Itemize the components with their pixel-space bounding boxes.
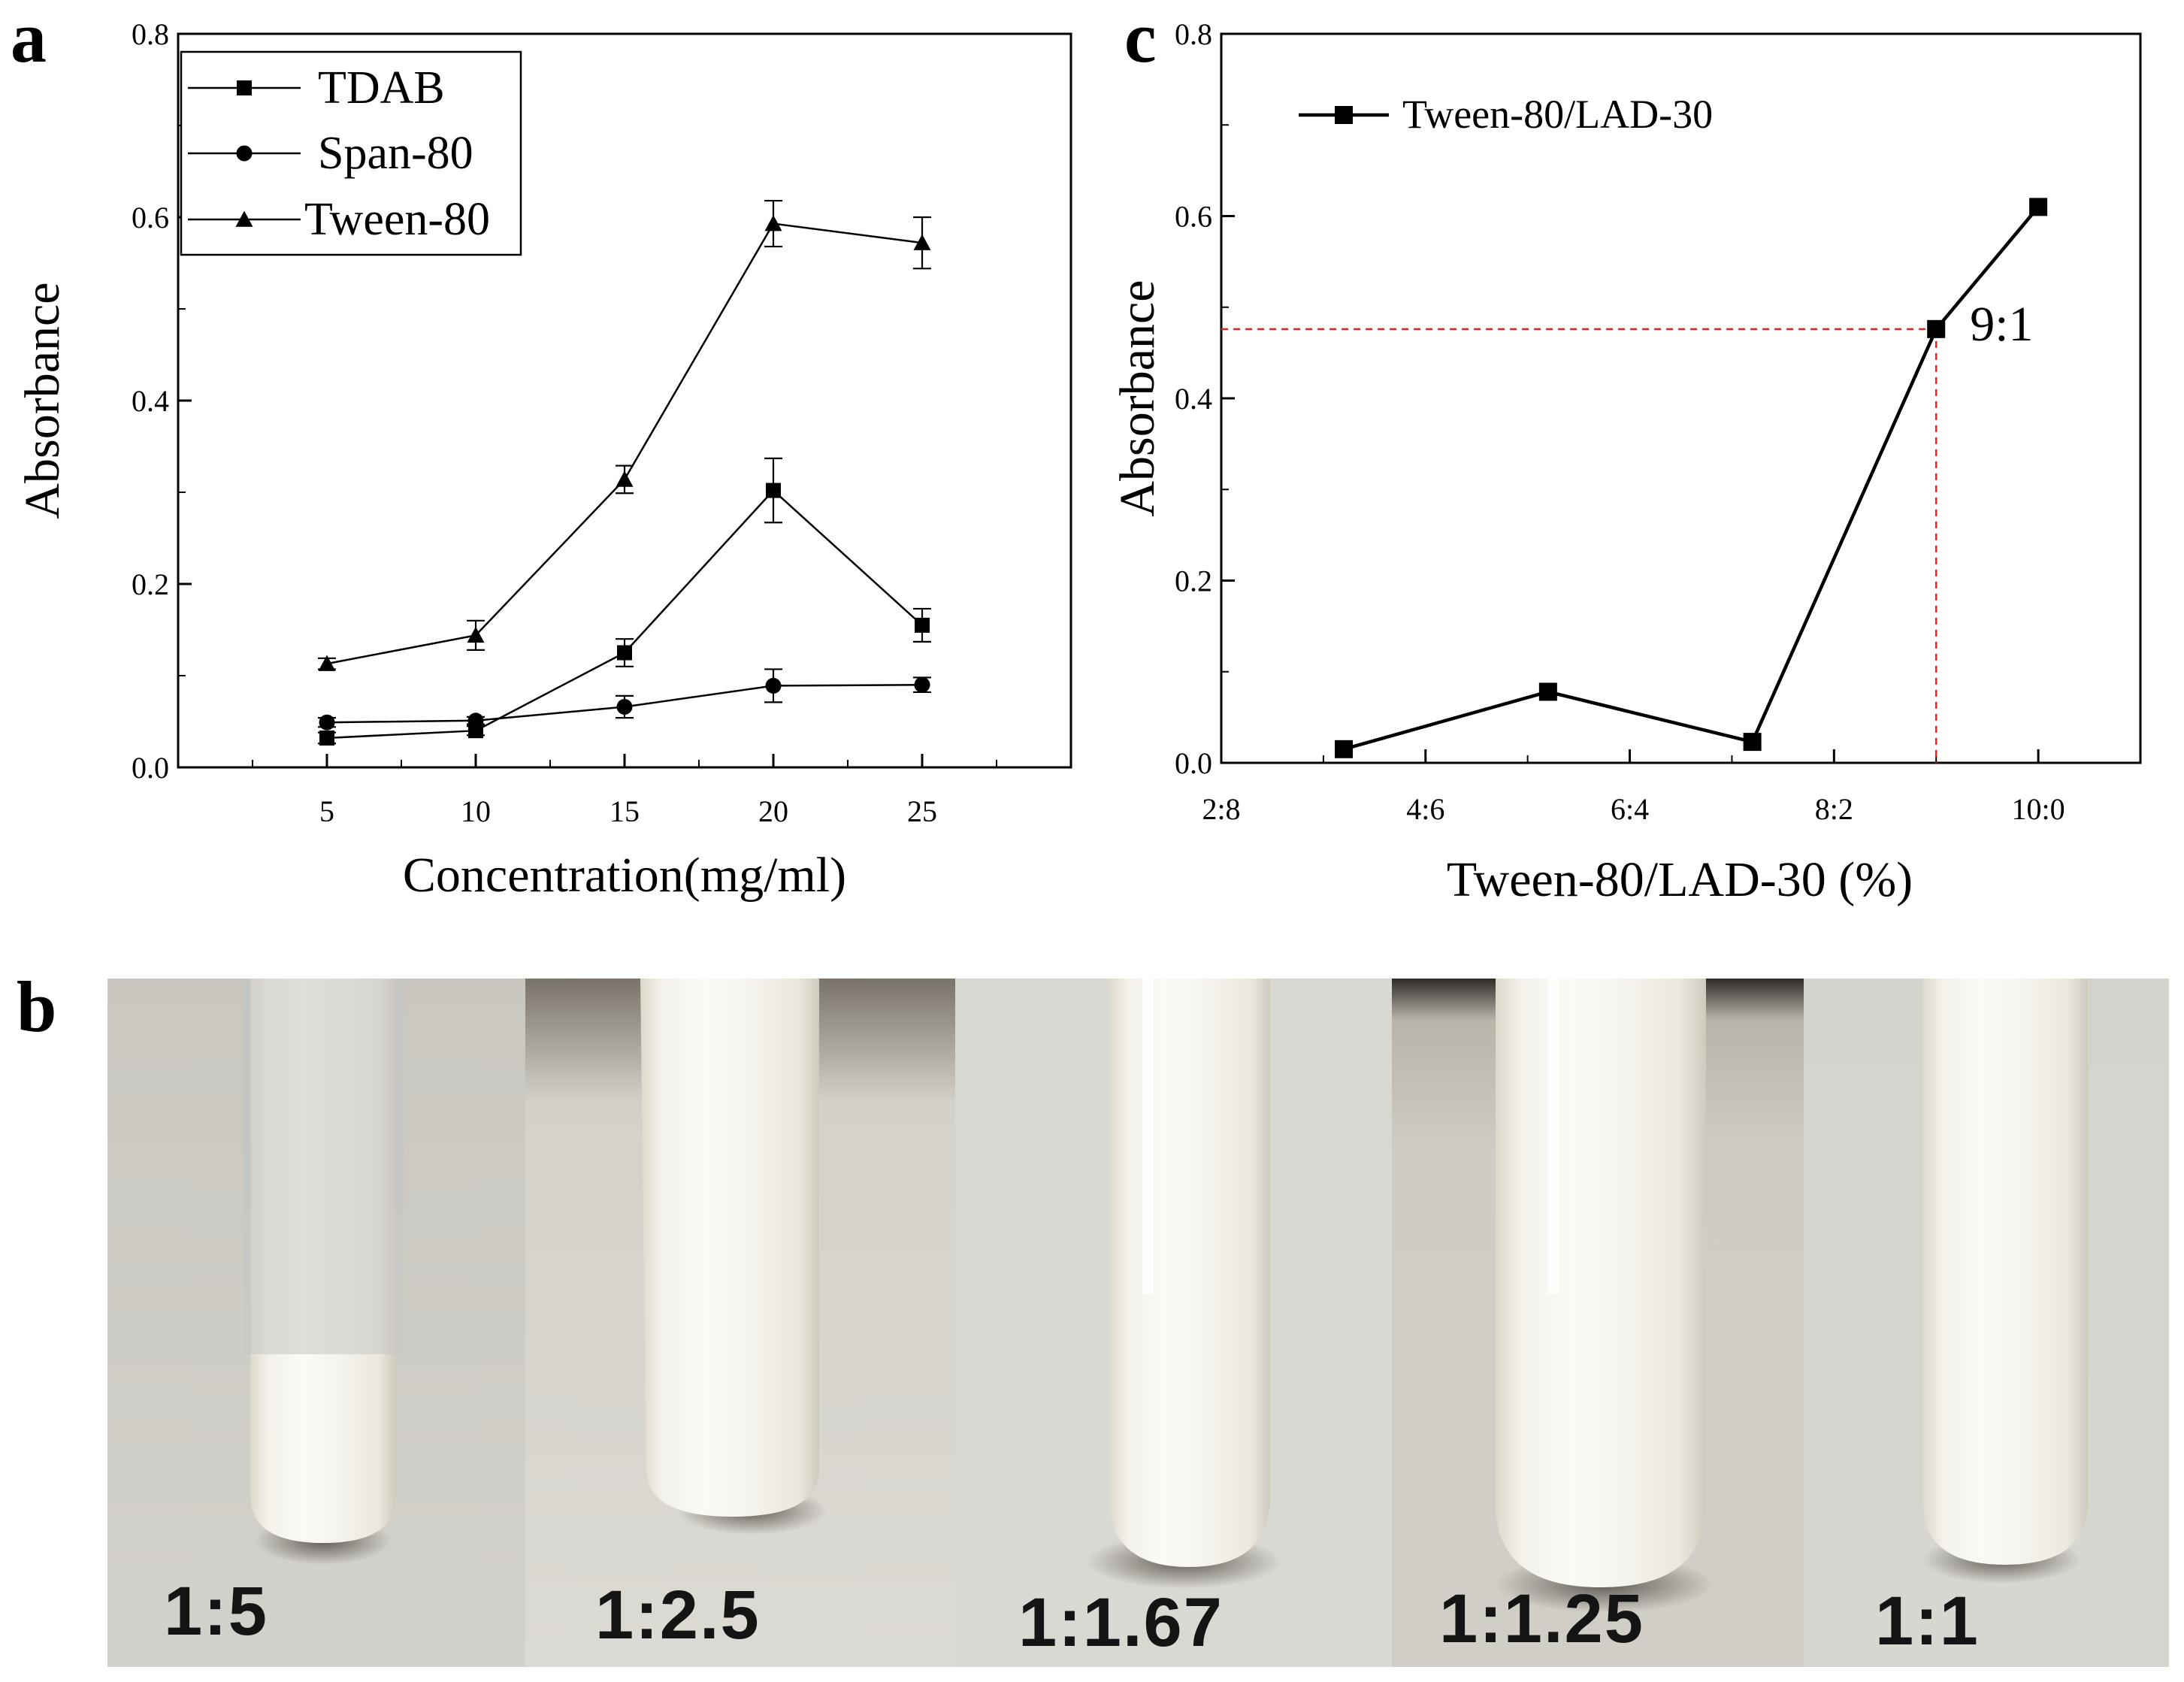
data-point <box>617 645 632 661</box>
tube-upper-clear <box>243 979 402 1354</box>
legend-entry-tween-80-lad-30: Tween-80/LAD-30 <box>1299 92 1713 137</box>
legend-marker <box>237 80 252 95</box>
ratio-label: 1:5 <box>164 1573 268 1650</box>
x-tick-label: 10 <box>461 794 491 828</box>
y-tick-label: 0.4 <box>132 384 169 418</box>
data-point <box>1335 740 1354 758</box>
data-point <box>318 655 336 671</box>
data-point <box>616 698 633 715</box>
legend-label: Tween-80 <box>304 194 490 245</box>
panel-c-legend: Tween-80/LAD-30 <box>1299 92 1713 137</box>
tube-highlight <box>1142 979 1153 1294</box>
panel-c-annotation-label: 9:1 <box>1970 297 2033 352</box>
x-tick-label: 10:0 <box>2012 792 2065 826</box>
legend-label: Tween-80/LAD-30 <box>1402 92 1713 137</box>
data-point <box>319 730 334 746</box>
panel-c-x-axis-title: Tween-80/LAD-30 (%) <box>1447 852 1913 907</box>
x-tick-label: 20 <box>758 794 788 828</box>
legend-label: Span-80 <box>318 128 473 179</box>
panel-a-legend-entries: TDAB Span-80 Tween-80 <box>188 62 490 245</box>
legend-marker <box>1335 106 1353 124</box>
panel-a-x-axis-title: Concentration(mg/ml) <box>403 848 846 903</box>
y-tick-label: 0.8 <box>132 17 169 51</box>
data-point <box>913 234 931 250</box>
data-point <box>467 626 485 643</box>
x-tick-label: 4:6 <box>1406 792 1444 826</box>
legend-entry-tdab: TDAB <box>188 62 445 113</box>
data-point <box>764 215 782 231</box>
series-line <box>1343 205 2040 751</box>
legend-entry-span-80: Span-80 <box>188 128 473 179</box>
y-tick-label: 0.6 <box>1175 200 1212 234</box>
test-tube <box>640 979 819 1517</box>
x-tick-label: 6:4 <box>1611 792 1649 826</box>
data-point <box>915 617 930 633</box>
x-tick-label: 2:8 <box>1202 792 1240 826</box>
panel-b-letter: b <box>17 967 56 1047</box>
series-tween-80-lad-30 <box>1335 198 2048 758</box>
series-tween-80 <box>318 199 931 671</box>
x-tick-label: 5 <box>319 794 334 828</box>
legend-marker <box>235 210 253 227</box>
data-point <box>914 676 930 693</box>
x-tick-label: 15 <box>610 794 640 828</box>
panel-b: b 1:5 1:2.5 1:1.67 <box>17 967 2169 1667</box>
data-point <box>2029 198 2048 216</box>
data-point <box>1538 682 1557 701</box>
test-tube <box>1109 979 1270 1567</box>
data-point <box>1927 319 1946 338</box>
legend-label: TDAB <box>318 62 445 113</box>
x-tick-label: 25 <box>907 794 937 828</box>
y-tick-label: 0.2 <box>132 567 169 601</box>
panel-c-plot-frame <box>1220 32 2142 764</box>
panel-a-series <box>318 199 931 746</box>
series-tdab <box>318 457 931 746</box>
panel-a-legend: TDAB Span-80 Tween-80 <box>180 50 522 256</box>
panel-c-axes: 0.0 0.2 0.4 0.6 0.8 2:8 4:6 6:4 8:2 10:0 <box>1175 17 2141 826</box>
panel-a-letter: a <box>11 0 47 77</box>
ratio-label: 1:1.67 <box>1018 1584 1224 1661</box>
data-point <box>467 712 484 729</box>
y-tick-label: 0.2 <box>1175 564 1212 598</box>
tube-photo-4: 1:1.25 <box>1392 979 1804 1667</box>
tube-photo-2: 1:2.5 <box>525 979 955 1667</box>
panel-c: c 0.0 0.2 0.4 0.6 0.8 2:8 4:6 6:4 8:2 10:0 9:1 Tw… <box>1110 0 2142 907</box>
y-tick-label: 0.0 <box>132 751 169 785</box>
tube-photo-3: 1:1.67 <box>955 979 1392 1667</box>
y-tick-label: 0.8 <box>1175 17 1212 51</box>
panel-c-y-axis-title: Absorbance <box>1110 280 1165 516</box>
data-point <box>765 677 782 694</box>
test-tube <box>1922 979 2088 1565</box>
panel-c-series <box>1335 198 2048 758</box>
data-point <box>766 483 781 498</box>
panel-c-guide-lines <box>1221 328 1937 763</box>
tube-photo-5: 1:1 <box>1804 979 2169 1667</box>
test-tube <box>1496 979 1706 1587</box>
data-point <box>319 714 335 731</box>
series-span-80 <box>318 668 931 731</box>
data-point <box>616 470 634 487</box>
panel-c-letter: c <box>1124 0 1157 77</box>
x-tick-label: 8:2 <box>1815 792 1853 826</box>
legend-entry-tween-80: Tween-80 <box>188 194 490 245</box>
legend-marker <box>236 145 253 162</box>
panel-a-axes: 0.0 0.2 0.4 0.6 0.8 5 10 15 20 25 <box>132 17 997 828</box>
series-line <box>326 222 923 665</box>
tube-highlight <box>1548 979 1559 1294</box>
ratio-label: 1:2.5 <box>595 1577 761 1653</box>
tube-photo-1: 1:5 <box>107 979 525 1667</box>
panel-a-y-axis-title: Absorbance <box>15 282 70 519</box>
data-point <box>1743 733 1762 752</box>
ratio-label: 1:1 <box>1875 1583 1980 1659</box>
y-tick-label: 0.6 <box>132 201 169 234</box>
y-tick-label: 0.0 <box>1175 746 1212 780</box>
panel-a: a 0.0 0.2 0.4 0.6 0.8 5 10 15 20 25 Concentration… <box>11 0 1072 903</box>
y-tick-label: 0.4 <box>1175 382 1212 416</box>
ratio-label: 1:1.25 <box>1439 1581 1644 1657</box>
